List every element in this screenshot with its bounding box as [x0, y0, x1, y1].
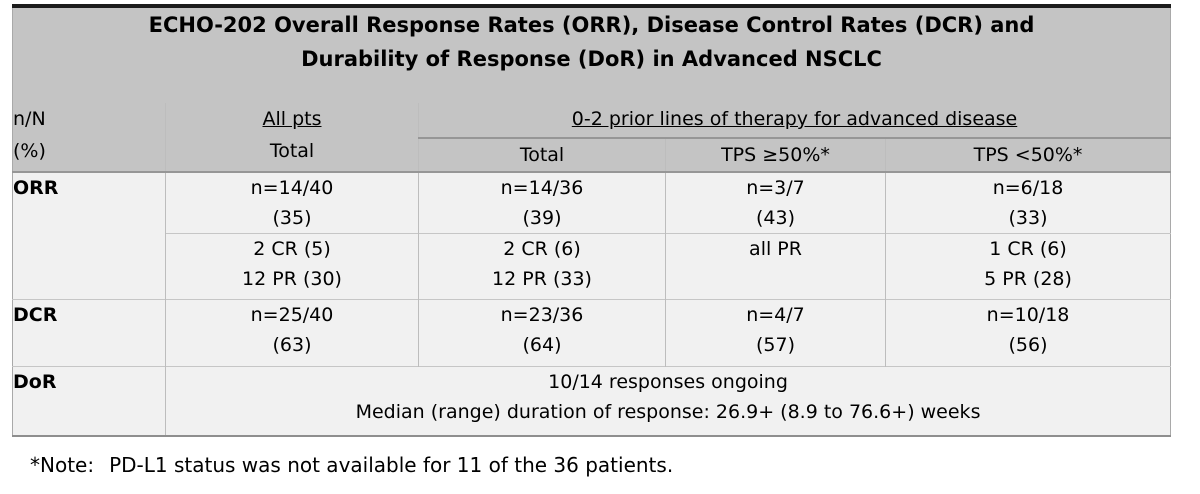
value-line-1: n=14/40: [250, 177, 334, 199]
cell-dcr-total: n=23/36 (64): [418, 299, 666, 367]
value-line-2: (35): [272, 207, 312, 229]
value-line-1: 1 CR (6): [989, 238, 1067, 260]
row-label-orr: ORR: [12, 172, 166, 300]
header-stat-label: n/N (%): [12, 103, 166, 173]
row-label-dcr: DCR: [12, 299, 166, 367]
value-line-1: all PR: [749, 238, 802, 260]
value-line-2: (56): [1008, 334, 1048, 356]
cell-dcr-tps-lt50: n=10/18 (56): [884, 299, 1171, 367]
header-col-tps-ge50: TPS ≥50%*: [665, 138, 886, 173]
value-line-1: 2 CR (6): [503, 238, 581, 260]
header-group-prior-lines: 0-2 prior lines of therapy for advanced …: [417, 103, 1171, 139]
header-col-tps-lt50: TPS <50%*: [884, 138, 1171, 173]
value-line-2: (43): [755, 207, 795, 229]
header-stat-line2: (%): [13, 140, 46, 162]
orr-dcr-dor-table: ECHO-202 Overall Response Rates (ORR), D…: [12, 4, 1172, 437]
value-line-2: 12 PR (30): [242, 268, 342, 290]
title-row: ECHO-202 Overall Response Rates (ORR), D…: [12, 6, 1171, 103]
value-line-1: 2 CR (5): [253, 238, 331, 260]
cell-dcr-all-pts: n=25/40 (63): [165, 299, 419, 367]
orr-row-counts: ORR n=14/40 (35) n=14/36 (39) n=3/7 (43)…: [12, 172, 1171, 300]
value-line-1: n=25/40: [250, 304, 334, 326]
cell-dcr-tps-ge50: n=4/7 (57): [665, 299, 886, 367]
value-line-2: (33): [1008, 207, 1048, 229]
cell-orr-breakdown-tps-ge50: all PR: [665, 233, 886, 300]
value-line-1: n=14/36: [500, 177, 584, 199]
cell-orr-total: n=14/36 (39): [418, 172, 666, 234]
header-row-1: n/N (%) All pts Total 0-2 prior lines of…: [12, 103, 1171, 173]
header-all-pts-sub: Total: [269, 140, 315, 162]
table-title: ECHO-202 Overall Response Rates (ORR), D…: [12, 6, 1171, 103]
cell-orr-breakdown-all-pts: 2 CR (5) 12 PR (30): [165, 233, 419, 300]
header-col-all-pts: All pts Total: [165, 103, 419, 173]
cell-orr-tps-ge50: n=3/7 (43): [665, 172, 886, 234]
footnote: *Note: PD-L1 status was not available for…: [30, 452, 673, 478]
value-line-2: (63): [272, 334, 312, 356]
value-line-2: (57): [755, 334, 795, 356]
orr-row-breakdown: 2 CR (5) 12 PR (30) 2 CR (6) 12 PR (33) …: [13, 233, 1171, 300]
dcr-row: DCR n=25/40 (63) n=23/36 (64) n=4/7 (57)…: [12, 299, 1171, 367]
value-line-1: n=23/36: [500, 304, 584, 326]
cell-dor-summary: 10/14 responses ongoing Median (range) d…: [164, 366, 1171, 436]
table-title-text: ECHO-202 Overall Response Rates (ORR), D…: [148, 13, 1035, 71]
dor-line-1: 10/14 responses ongoing: [548, 371, 788, 393]
row-label-dor: DoR: [12, 366, 166, 436]
header-row-2: Total TPS ≥50%* TPS <50%*: [13, 138, 1171, 173]
cell-orr-breakdown-total: 2 CR (6) 12 PR (33): [418, 233, 666, 300]
footnote-prefix: *Note:: [30, 453, 95, 477]
value-line-1: n=10/18: [986, 304, 1070, 326]
value-line-1: n=3/7: [746, 177, 805, 199]
header-stat-line1: n/N: [13, 108, 46, 130]
value-line-1: n=6/18: [992, 177, 1064, 199]
dor-row: DoR 10/14 responses ongoing Median (rang…: [12, 366, 1171, 436]
value-line-1: n=4/7: [746, 304, 805, 326]
header-prior-lines-text: 0-2 prior lines of therapy for advanced …: [571, 108, 1018, 130]
value-line-2: 5 PR (28): [984, 268, 1072, 290]
header-col-total: Total: [418, 138, 666, 173]
value-line-2: (39): [522, 207, 562, 229]
cell-orr-breakdown-tps-lt50: 1 CR (6) 5 PR (28): [884, 233, 1171, 300]
header-all-pts-label: All pts: [262, 108, 322, 130]
cell-orr-tps-lt50: n=6/18 (33): [884, 172, 1171, 234]
cell-orr-all-pts: n=14/40 (35): [165, 172, 419, 234]
dor-line-2: Median (range) duration of response: 26.…: [355, 401, 981, 423]
value-line-2: 12 PR (33): [492, 268, 592, 290]
value-line-2: (64): [522, 334, 562, 356]
footnote-text: PD-L1 status was not available for 11 of…: [109, 453, 674, 477]
